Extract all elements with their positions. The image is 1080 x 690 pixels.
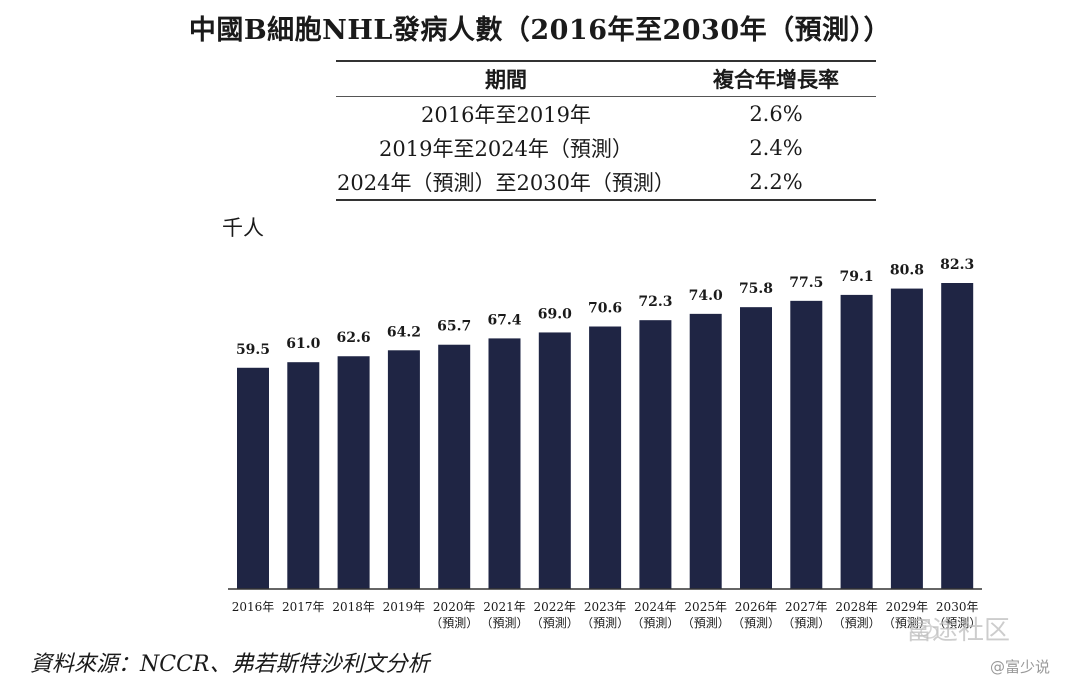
watermark-main: 富途社区 <box>906 616 1011 646</box>
x-tick-label: 2023年 <box>584 600 627 614</box>
x-tick-label: 2029年 <box>886 600 929 614</box>
cagr-header-row: 期間 複合年增長率 <box>336 62 876 97</box>
bar-value-label: 80.8 <box>890 263 924 279</box>
bar <box>740 307 772 589</box>
cagr-row: 2019年至2024年（預測） 2.4% <box>336 131 876 165</box>
x-tick-sublabel: （預測） <box>581 616 629 630</box>
bar-value-label: 75.8 <box>739 281 773 297</box>
x-tick-label: 2020年 <box>433 600 476 614</box>
x-tick-sublabel: （預測） <box>631 616 679 630</box>
x-tick-label: 2027年 <box>785 600 828 614</box>
x-tick-label: 2026年 <box>735 600 778 614</box>
bar <box>488 338 521 589</box>
cagr-rate: 2.2% <box>749 170 803 194</box>
y-unit-label: 千人 <box>222 216 264 240</box>
x-tick-label: 2025年 <box>684 600 727 614</box>
x-tick-sublabel: （預測） <box>782 616 830 630</box>
bar-value-label: 69.0 <box>538 306 572 322</box>
x-tick-sublabel: （預測） <box>531 616 579 630</box>
x-tick-label: 2016年 <box>232 600 275 614</box>
bar-value-label: 65.7 <box>437 319 471 335</box>
cagr-table: 期間 複合年增長率 2016年至2019年 2.6% 2019年至2024年（預… <box>336 60 876 201</box>
bar-value-label: 79.1 <box>840 269 874 285</box>
bar-value-label: 61.0 <box>286 336 320 352</box>
bar <box>538 332 571 589</box>
cagr-rate: 2.4% <box>749 136 803 160</box>
source-note: 資料來源：NCCR、弗若斯特沙利文分析 <box>30 652 430 677</box>
bar-value-label: 64.2 <box>387 324 421 340</box>
bar <box>287 362 320 589</box>
bar <box>639 320 672 589</box>
cagr-header-rate: 複合年增長率 <box>676 62 876 97</box>
bar <box>941 283 974 589</box>
cagr-period: 2024年（預測）至2030年（預測） <box>337 171 675 195</box>
bar-value-label: 77.5 <box>789 275 823 291</box>
cagr-row: 2016年至2019年 2.6% <box>336 97 876 132</box>
wechat-icon <box>910 619 938 639</box>
bar <box>438 344 471 589</box>
bar-value-label: 62.6 <box>337 330 371 346</box>
x-tick-sublabel: （預測） <box>933 616 981 630</box>
x-tick-sublabel: （預測） <box>682 616 730 630</box>
bar <box>387 350 420 589</box>
bar <box>589 326 622 589</box>
x-tick-label: 2028年 <box>835 600 878 614</box>
bar <box>237 367 269 589</box>
chart-title: 中國B細胞NHL發病人數（2016年至2030年（預測）） <box>188 15 892 46</box>
x-tick-sublabel: （預測） <box>430 616 478 630</box>
bar <box>890 288 923 589</box>
cagr-period: 2016年至2019年 <box>421 103 591 127</box>
x-tick-label: 2018年 <box>332 600 375 614</box>
bar-value-label: 74.0 <box>689 288 723 304</box>
bar <box>689 313 722 589</box>
x-tick-label: 2022年 <box>534 600 577 614</box>
watermark-sub: @富少说 <box>990 658 1051 676</box>
cagr-row: 2024年（預測）至2030年（預測） 2.2% <box>336 165 876 199</box>
x-tick-label: 2030年 <box>936 600 979 614</box>
x-tick-label: 2019年 <box>383 600 426 614</box>
bar-value-label: 67.4 <box>487 312 521 328</box>
x-tick-sublabel: （預測） <box>833 616 881 630</box>
cagr-period: 2019年至2024年（預測） <box>379 137 633 161</box>
bar-value-label: 82.3 <box>940 257 974 273</box>
bar-value-label: 72.3 <box>638 294 672 310</box>
bar <box>790 300 823 589</box>
bar-value-label: 70.6 <box>588 301 622 317</box>
bar <box>337 356 370 589</box>
x-tick-label: 2021年 <box>483 600 526 614</box>
x-tick-sublabel: （預測） <box>480 616 528 630</box>
x-tick-sublabel: （預測） <box>732 616 780 630</box>
cagr-header-period: 期間 <box>336 62 676 97</box>
bar <box>840 294 873 589</box>
x-tick-label: 2017年 <box>282 600 325 614</box>
bar-value-label: 59.5 <box>236 342 270 358</box>
cagr-rate: 2.6% <box>749 102 803 126</box>
x-tick-label: 2024年 <box>634 600 677 614</box>
